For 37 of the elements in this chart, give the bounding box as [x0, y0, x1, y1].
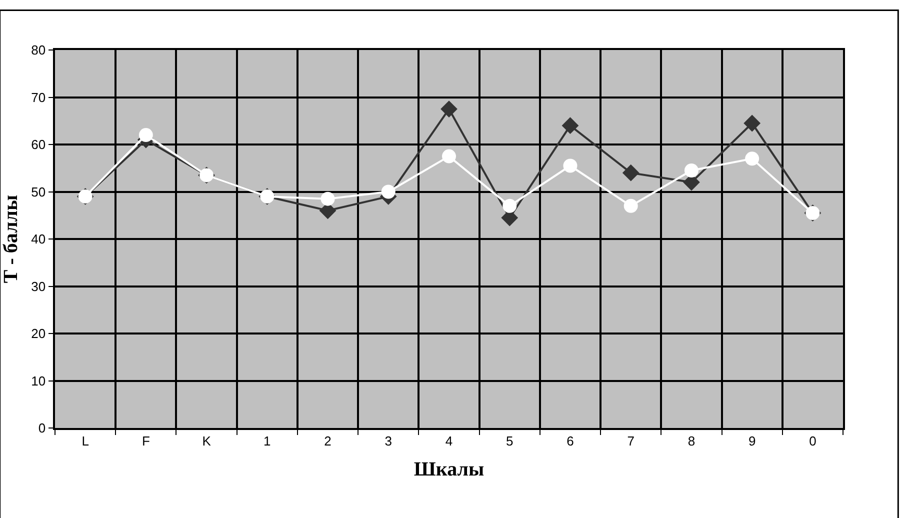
y-tick-label: 70 — [31, 90, 46, 105]
x-tick-label: 2 — [324, 433, 332, 448]
point — [684, 163, 698, 178]
x-tick-label: 1 — [264, 433, 271, 448]
point — [745, 152, 760, 166]
x-tick-label: 6 — [566, 433, 574, 448]
y-tick-label: 50 — [31, 184, 46, 200]
y-tick-label: 10 — [31, 373, 46, 388]
point — [381, 184, 396, 199]
x-axis-title: Шкалы — [414, 458, 484, 480]
point — [320, 192, 335, 206]
point — [138, 128, 153, 142]
x-tick-label: 0 — [809, 433, 816, 448]
x-tick-label: 4 — [445, 433, 453, 448]
y-tick-label: 30 — [31, 278, 46, 294]
point — [440, 100, 458, 118]
x-tick-label: 3 — [384, 433, 392, 448]
y-axis-title: Т - баллы — [0, 194, 22, 284]
y-tick-label: 20 — [31, 326, 46, 342]
x-tick-label: 5 — [506, 433, 514, 448]
y-tick-label: 60 — [31, 137, 46, 152]
point — [624, 198, 638, 213]
x-tick-label: K — [202, 433, 212, 448]
point — [502, 198, 517, 213]
point — [622, 164, 640, 182]
y-tick-label: 40 — [31, 232, 46, 247]
x-tick-label: 7 — [627, 433, 634, 448]
x-tick-label: 8 — [688, 433, 696, 448]
y-tick-label: 0 — [38, 420, 46, 436]
point — [744, 114, 761, 132]
x-tick-label: L — [82, 433, 89, 448]
point — [442, 149, 456, 164]
x-tick-label: F — [142, 433, 150, 448]
point — [562, 117, 579, 134]
y-tick-label: 80 — [31, 42, 46, 58]
x-tick-label: 9 — [748, 433, 756, 448]
point — [563, 158, 578, 173]
